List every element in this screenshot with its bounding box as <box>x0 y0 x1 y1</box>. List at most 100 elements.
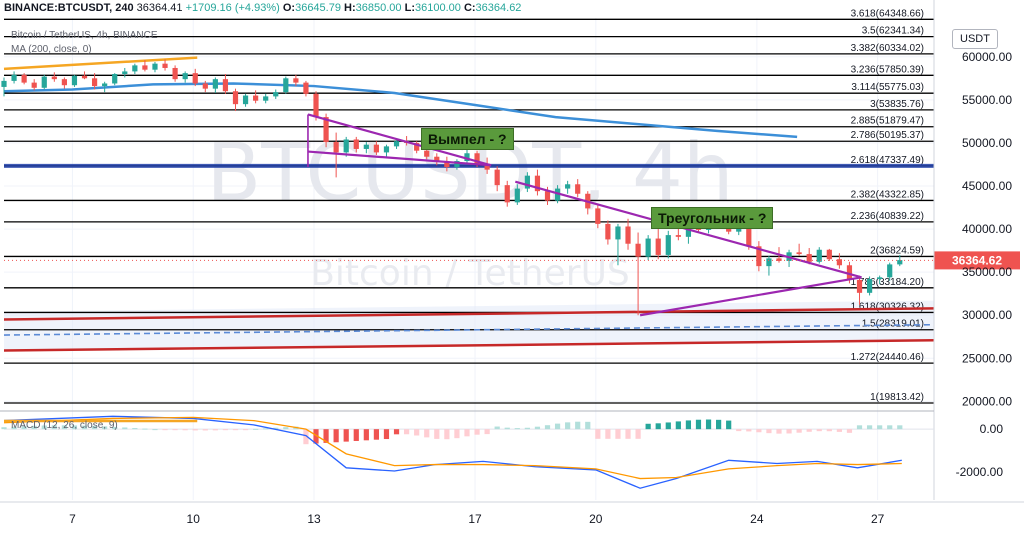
open-value: 36645.79 <box>295 2 341 14</box>
candle-body <box>383 146 390 153</box>
candle-body <box>162 63 168 68</box>
currency-badge[interactable]: USDT <box>952 29 998 49</box>
price-tick-label: 60000.00 <box>962 50 1012 64</box>
candle-body <box>273 92 279 97</box>
macd-histogram-bar <box>333 429 339 443</box>
price-tick-label: 20000.00 <box>962 394 1012 408</box>
candle-body <box>242 95 249 105</box>
macd-histogram-bar <box>504 427 510 430</box>
candle-body <box>464 153 470 162</box>
candle-body <box>102 83 108 87</box>
candle-body <box>434 156 440 162</box>
candle-body <box>856 279 863 293</box>
candle-body <box>655 238 661 255</box>
macd-histogram-bar <box>776 429 782 434</box>
candle-body <box>132 65 138 72</box>
candle-body <box>393 141 400 147</box>
macd-legend[interactable]: MACD (12, 26, close, 9) <box>11 420 118 431</box>
macd-histogram-bar <box>554 423 561 430</box>
triangle-annotation[interactable]: Треугольник - ? <box>651 207 774 229</box>
macd-histogram-bar <box>635 429 641 439</box>
macd-histogram-bar <box>102 426 108 430</box>
macd-histogram-bar <box>877 425 883 430</box>
candle-body <box>1 80 7 87</box>
candle-body <box>353 139 359 149</box>
fib-label: 2.786(50195.37) <box>851 130 924 141</box>
macd-histogram-bar <box>897 425 903 430</box>
macd-histogram-bar <box>81 425 88 430</box>
fib-label: 1.618(30326.32) <box>851 301 924 312</box>
macd-histogram-bar <box>856 425 863 430</box>
candle-body <box>142 65 148 70</box>
last-price-label: 36364.62 <box>952 253 1002 267</box>
candle-body <box>565 184 571 189</box>
macd-histogram-bar <box>645 423 651 430</box>
candle-body <box>514 188 520 203</box>
macd-histogram-bar <box>414 429 420 436</box>
candle-body <box>766 258 772 267</box>
macd-histogram-bar <box>303 429 309 445</box>
candle-body <box>283 78 289 93</box>
macd-histogram-bar <box>41 425 47 430</box>
candle-body <box>826 249 832 260</box>
macd-histogram-bar <box>383 429 390 440</box>
candle-body <box>756 246 762 267</box>
macd-histogram-bar <box>826 429 832 432</box>
fib-label: 3.5(62341.34) <box>862 26 924 37</box>
candle-body <box>192 73 198 84</box>
candle-body <box>645 238 651 257</box>
price-tick-label: 25000.00 <box>962 351 1012 365</box>
macd-histogram-bar <box>313 429 319 444</box>
macd-histogram-bar <box>514 428 520 430</box>
macd-histogram-bar <box>403 429 410 435</box>
macd-histogram-bar <box>595 429 601 439</box>
fib-label: 3.618(64348.66) <box>851 8 924 19</box>
macd-histogram-bar <box>605 429 611 439</box>
macd-histogram-bar <box>112 426 118 430</box>
candle-body <box>182 73 188 80</box>
fib-label: 3.382(60334.02) <box>851 43 924 54</box>
pennant-annotation[interactable]: Вымпел - ? <box>421 128 514 150</box>
ma-legend[interactable]: MA (200, close, 0) <box>11 44 92 55</box>
time-tick-label: 20 <box>589 512 603 526</box>
macd-histogram-bar <box>343 429 349 442</box>
macd-histogram-bar <box>51 425 57 430</box>
candle-body <box>897 260 903 265</box>
fib-label: 2.618(47337.49) <box>851 155 924 166</box>
pennant-upper-line <box>307 113 492 167</box>
macd-histogram-bar <box>474 429 480 435</box>
macd-histogram-bar <box>806 429 812 432</box>
candle-body <box>51 76 57 80</box>
macd-histogram-bar <box>565 422 571 430</box>
candle-body <box>846 265 853 280</box>
macd-histogram-bar <box>494 426 500 430</box>
macd-histogram-bar <box>172 429 178 431</box>
macd-histogram-bar <box>655 423 661 430</box>
candle-body <box>61 79 67 86</box>
close-label: C: <box>463 2 476 14</box>
candle-body <box>21 74 27 83</box>
candle-body <box>595 208 601 224</box>
macd-histogram-bar <box>132 428 138 430</box>
candle-body <box>41 76 47 88</box>
macd-histogram-bar <box>575 421 581 430</box>
macd-histogram-bar <box>816 429 822 432</box>
candle-body <box>212 79 218 89</box>
fib-label: 2.885(51879.47) <box>851 116 924 127</box>
price-tick-label: 40000.00 <box>962 222 1012 236</box>
fib-label: 1(19813.42) <box>870 392 924 403</box>
symbol-label: BINANCE:BTCUSDT, 240 <box>4 2 134 14</box>
time-tick-label: 13 <box>307 512 321 526</box>
candle-body <box>202 83 208 89</box>
candle-body <box>414 142 420 151</box>
time-tick-label: 24 <box>750 512 764 526</box>
low-label: L: <box>404 2 415 14</box>
time-tick-label: 7 <box>69 512 76 526</box>
candle-body <box>222 79 229 92</box>
candle-body <box>444 161 450 168</box>
macd-tick-label: -2000.00 <box>956 465 1004 479</box>
low-value: 36100.00 <box>414 2 461 14</box>
macd-histogram-bar <box>222 429 229 431</box>
macd-histogram-bar <box>887 425 893 430</box>
